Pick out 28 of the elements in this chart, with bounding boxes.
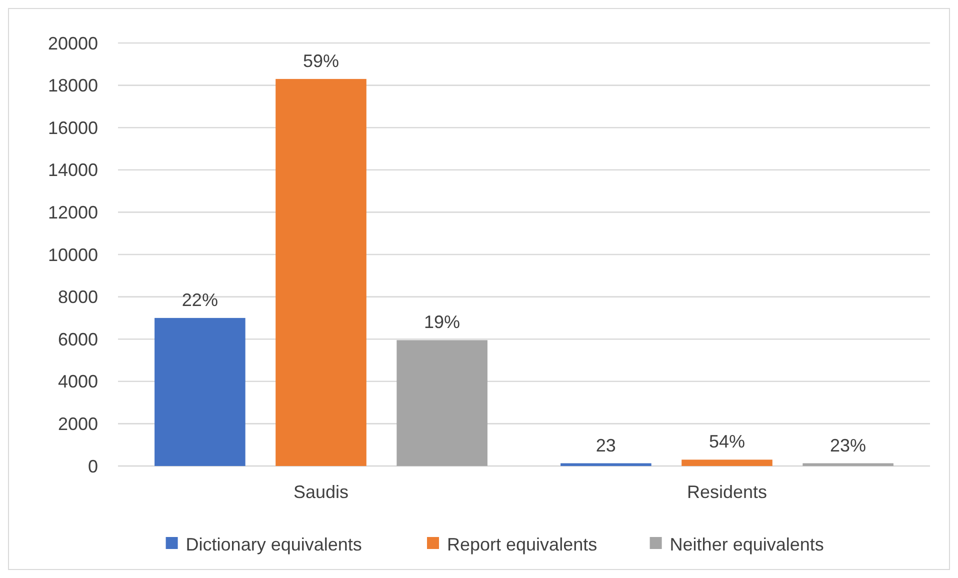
annotation: 19% [424,312,460,332]
y-tick-label: 4000 [58,372,98,392]
annotation: 23 [596,435,616,456]
y-tick-label: 16000 [48,118,98,138]
y-tick-label: 2000 [58,414,98,434]
legend-label: Report equivalents [447,534,598,554]
x-tick-label: Residents [686,482,768,502]
bar [154,318,246,466]
y-tick-label: 0 [88,456,98,476]
legend-label: Dictionary equivalents [186,534,362,554]
y-tick-label: 14000 [48,160,98,180]
bar [396,340,488,466]
annotation: 22% [182,290,218,310]
y-tick-label: 20000 [48,33,98,54]
annotation: 23% [830,435,866,456]
y-tick-label: 18000 [48,76,98,96]
bar [276,78,366,466]
y-tick-label: 12000 [48,202,98,222]
legend-label: Neither equivalents [670,534,824,554]
y-tick-label: 8000 [58,287,98,308]
annotation: 59% [302,50,340,71]
x-tick-label: Saudis [293,482,349,502]
annotation: 54% [708,432,746,452]
y-tick-label: 10000 [48,244,98,265]
bar [682,460,772,466]
bar [802,463,894,466]
y-tick-label: 6000 [58,329,98,350]
bar [560,463,652,466]
